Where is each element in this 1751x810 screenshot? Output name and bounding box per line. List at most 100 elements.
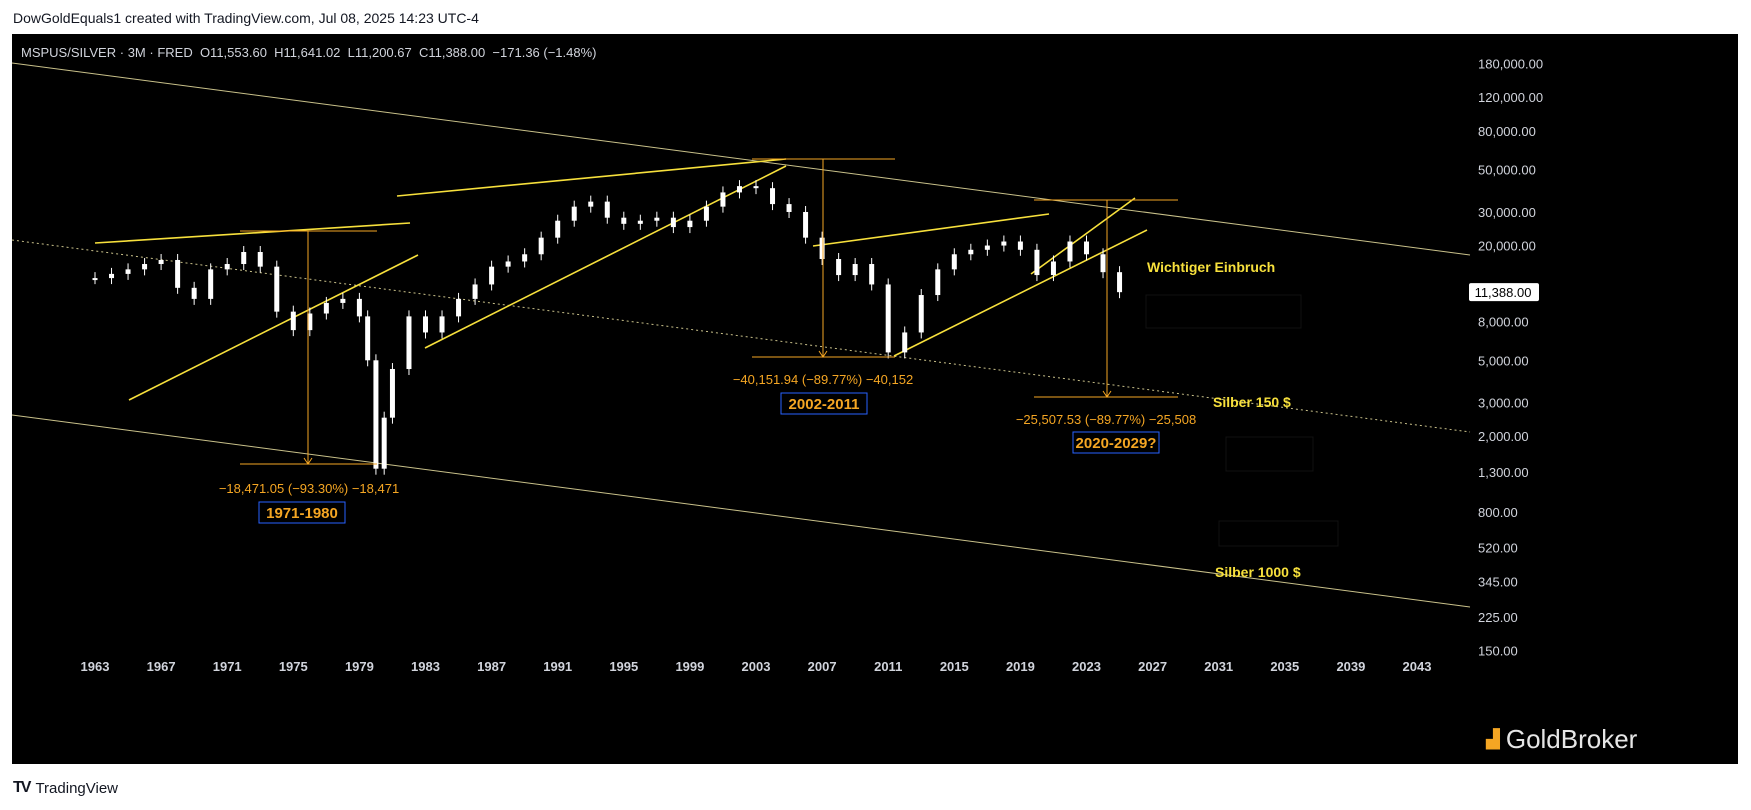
- candle-body: [736, 186, 742, 193]
- chart-panel[interactable]: −18,471.05 (−93.30%) −18,471 1971-1980 −40…: [12, 34, 1738, 764]
- candle-body: [555, 220, 561, 238]
- candle-body: [323, 302, 329, 314]
- trendline-1: [128, 254, 419, 401]
- x-tick-label: 2027: [1138, 659, 1167, 674]
- candle-body: [208, 269, 214, 299]
- last-price-label: 11,388.00: [1475, 285, 1532, 300]
- candle-body: [1117, 272, 1123, 293]
- x-tick-label: 2039: [1336, 659, 1365, 674]
- candle-body: [968, 249, 974, 255]
- candle-body: [803, 211, 809, 238]
- candle-body: [571, 206, 577, 221]
- y-tick-label: 345.00: [1478, 575, 1518, 590]
- x-tick-label: 2011: [874, 659, 902, 674]
- attribution: DowGoldEquals1 created with TradingView.…: [13, 10, 479, 26]
- measure-arrow-1: [818, 350, 828, 358]
- symbol-label: MSPUS/SILVER: [21, 45, 117, 60]
- redaction-box-1: [1225, 436, 1314, 472]
- y-tick-label: 800.00: [1478, 505, 1518, 520]
- trendline-6: [1030, 197, 1136, 275]
- x-tick-label: 1995: [609, 659, 638, 674]
- candle-body: [356, 298, 362, 317]
- candle-body: [918, 295, 924, 333]
- trendline-3: [424, 165, 787, 349]
- candle-body: [307, 313, 313, 331]
- candle-body: [472, 284, 478, 299]
- x-tick-label: 1967: [147, 659, 176, 674]
- candle-body: [637, 220, 643, 224]
- period-label-0: 1971-1980: [266, 505, 338, 522]
- y-tick-label: 5,000.00: [1478, 353, 1529, 368]
- y-tick-label: 120,000.00: [1478, 90, 1543, 105]
- channel-mid-line: [12, 239, 1471, 433]
- candle-body: [92, 278, 98, 281]
- x-tick-label: 2035: [1270, 659, 1299, 674]
- candle-body: [505, 261, 511, 267]
- candle-body: [984, 245, 990, 250]
- candle-body: [1100, 254, 1106, 273]
- y-tick-label: 225.00: [1478, 610, 1518, 625]
- trendline-4: [812, 213, 1050, 247]
- y-tick-label: 180,000.00: [1478, 57, 1543, 72]
- y-tick-label: 520.00: [1478, 541, 1518, 556]
- period-box-1: [780, 392, 868, 415]
- candle-body: [538, 237, 544, 255]
- x-tick-label: 2015: [940, 659, 969, 674]
- source-label: FRED: [157, 45, 193, 60]
- redaction-box-0: [1145, 294, 1302, 329]
- candle-body: [687, 220, 693, 228]
- footer: TV TradingView: [13, 779, 118, 797]
- period-box-2: [1072, 431, 1160, 454]
- x-tick-label: 2031: [1204, 659, 1233, 674]
- x-tick-label: 2007: [808, 659, 837, 674]
- y-tick-label: 150.00: [1478, 644, 1518, 659]
- chart-svg[interactable]: −18,471.05 (−93.30%) −18,471 1971-1980 −40…: [12, 34, 1738, 764]
- candle-body: [456, 298, 462, 317]
- y-tick-label: 8,000.00: [1478, 314, 1529, 329]
- goldbroker-logo-icon: ▟: [1486, 729, 1500, 749]
- candle-body: [406, 316, 412, 370]
- candle-body: [885, 284, 891, 353]
- period-box-0: [258, 501, 346, 524]
- candle-body: [109, 273, 115, 279]
- candle-body: [819, 237, 825, 260]
- y-tick-label: 50,000.00: [1478, 163, 1536, 178]
- candle-body: [670, 217, 676, 228]
- candle-body: [1001, 241, 1007, 246]
- x-tick-label: 1983: [411, 659, 440, 674]
- candle-body: [125, 269, 131, 274]
- x-tick-label: 1987: [477, 659, 506, 674]
- candle-body: [869, 264, 875, 285]
- trendline-5: [893, 229, 1148, 357]
- candle-body: [951, 254, 957, 270]
- candle-body: [852, 264, 858, 276]
- measure-arrow-0: [303, 457, 313, 465]
- x-tick-label: 2043: [1403, 659, 1432, 674]
- measure-label-1: −40,151.94 (−89.77%) −40,152: [733, 372, 913, 387]
- x-tick-label: 2003: [742, 659, 771, 674]
- candle-body: [522, 254, 528, 262]
- candle-body: [423, 316, 428, 333]
- trendline-2: [396, 158, 787, 197]
- candle-body: [604, 201, 610, 218]
- candle-body: [257, 252, 263, 267]
- candle-body: [935, 269, 941, 296]
- candle-body: [224, 264, 230, 270]
- candle-body: [1017, 241, 1023, 250]
- candle-body: [489, 266, 495, 285]
- candle-body: [274, 266, 280, 312]
- candle-body: [1067, 241, 1073, 262]
- candle-body: [191, 287, 197, 299]
- silver150-label: Silber 150 $: [1213, 394, 1291, 410]
- watermark-text: GoldBroker: [1505, 724, 1638, 754]
- trendline-0: [94, 222, 411, 244]
- candle-body: [373, 360, 379, 469]
- candle-body: [621, 217, 627, 224]
- period-label-1: 2002-2011: [789, 396, 860, 413]
- y-tick-label: 80,000.00: [1478, 124, 1536, 139]
- tradingview-logo-icon: TV: [13, 779, 32, 796]
- x-tick-label: 2023: [1072, 659, 1101, 674]
- y-tick-label: 2,000.00: [1478, 429, 1529, 444]
- ohlc-readout: O11,553.60 H11,641.02 L11,200.67 C11,388…: [199, 45, 597, 60]
- candle-body: [389, 369, 395, 418]
